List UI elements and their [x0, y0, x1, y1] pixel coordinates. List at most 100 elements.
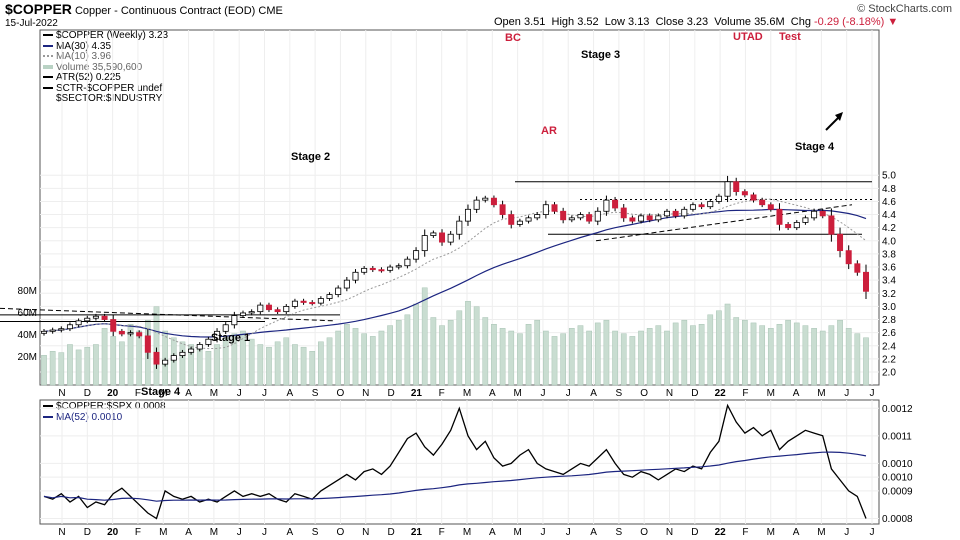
time-tick-label: D	[691, 527, 698, 538]
price-tick-label: 2.6	[882, 328, 896, 339]
candle-body	[265, 304, 272, 311]
candle-body	[568, 217, 575, 221]
price-tick-label: 3.0	[882, 302, 896, 313]
candle-body	[551, 204, 558, 212]
ratio-panel-frame	[39, 399, 880, 525]
time-tick-label: 22	[715, 527, 727, 538]
candle-body	[257, 304, 264, 313]
volume-tick-label: 60M	[18, 308, 37, 319]
volume-bar	[776, 324, 783, 386]
candle-body	[689, 204, 696, 210]
candle-body	[378, 269, 385, 272]
ratio-tick-label: 0.0009	[882, 486, 913, 497]
time-tick-label: A	[793, 388, 800, 399]
time-tick-label: J	[237, 388, 242, 399]
stage4-top-label: Stage 4	[795, 141, 835, 153]
time-tick-label: O	[640, 388, 648, 399]
candle-body	[222, 324, 229, 332]
candle-body	[343, 279, 350, 289]
test-label: Test	[779, 31, 801, 43]
candle-body	[413, 250, 420, 260]
candle-body	[560, 210, 567, 221]
candle-body	[750, 194, 757, 201]
candle-body	[205, 338, 212, 345]
candle-body	[92, 315, 99, 319]
volume-bar	[750, 322, 757, 386]
ratio-tick-label: 0.0010	[882, 473, 913, 484]
candle-body	[49, 329, 56, 332]
volume-bar	[214, 344, 220, 386]
volume-bar	[716, 310, 722, 386]
volume-bar	[690, 325, 696, 386]
candle-body	[707, 201, 714, 208]
candle-body	[811, 210, 818, 219]
candle-body	[84, 317, 91, 322]
price-tick-label: 2.0	[882, 368, 896, 379]
volume-bar	[863, 337, 869, 386]
time-tick-label: J	[870, 388, 875, 399]
candle-body	[620, 207, 627, 219]
candle-body	[456, 220, 463, 235]
volume-bar	[179, 341, 186, 386]
ratio-tick-label: 0.0012	[882, 404, 913, 415]
candle-body	[663, 210, 670, 217]
volume-bar	[352, 328, 359, 386]
volume-tick-label: 80M	[18, 286, 37, 297]
volume-bar	[465, 301, 471, 386]
candle-body	[741, 191, 748, 196]
high-label: High	[551, 16, 575, 28]
candle-body	[75, 320, 82, 326]
price-tick-label: 4.6	[882, 197, 896, 208]
stage1-label: Stage 1	[211, 332, 250, 344]
legend-item: ATR(52) 0.225	[43, 72, 168, 84]
volume-bar	[629, 336, 636, 386]
candle-body	[300, 300, 307, 303]
volume-bar	[499, 328, 506, 386]
volume-bar	[430, 317, 437, 386]
candle-body	[369, 267, 376, 271]
candle-body	[672, 210, 679, 217]
candle-body	[144, 335, 151, 353]
chart-title: $COPPER Copper - Continuous Contract (EO…	[5, 1, 283, 17]
open-value: 3.51	[523, 16, 546, 28]
volume-bar	[188, 344, 194, 386]
volume-bar	[49, 351, 56, 386]
candle-body	[698, 204, 705, 208]
candle-body	[421, 235, 428, 252]
volume-bar	[240, 330, 246, 386]
candle-body	[508, 214, 515, 225]
volume-bar	[508, 330, 515, 386]
candle-body	[248, 311, 255, 314]
main-legend: $COPPER (Weekly) 3.23 MA(30) 4.35 MA(10)…	[43, 30, 168, 105]
price-tick-label: 3.4	[882, 276, 896, 287]
volume-bar	[67, 344, 73, 386]
candle-body	[439, 232, 446, 243]
ratio-tick-label: 0.0010	[882, 459, 913, 470]
volume-bar	[543, 330, 549, 386]
legend-item: MA(52) 0.0010	[43, 412, 166, 424]
legend-item: $COPPER (Weekly) 3.23	[43, 30, 168, 42]
time-tick-label: A	[489, 388, 496, 399]
legend-item: MA(30) 4.35	[43, 41, 168, 53]
volume-bar	[75, 349, 82, 386]
price-tick-label: 4.8	[882, 184, 896, 195]
candle-body	[188, 348, 195, 353]
candle-body	[525, 217, 532, 222]
time-tick-label: J	[237, 527, 242, 538]
volume-bar	[724, 303, 731, 386]
volume-bar	[767, 328, 774, 386]
candle-body	[802, 217, 809, 223]
legend-label: $SECTOR:$INDUSTRY	[56, 93, 163, 104]
ohlc-summary: Open 3.51 High 3.52 Low 3.13 Close 3.23 …	[494, 16, 898, 28]
candle-body	[335, 287, 342, 295]
volume-bar	[300, 346, 307, 386]
exchange: CME	[258, 5, 283, 17]
time-tick-label: A	[185, 527, 192, 538]
candle-body	[586, 214, 593, 222]
ratio-line	[43, 403, 867, 520]
legend-item: SCTR-$COPPER undef	[43, 83, 168, 95]
volume-bar	[361, 333, 367, 386]
time-tick-label: N	[666, 527, 673, 538]
time-tick-label: N	[58, 527, 65, 538]
ratio-legend: $COPPER:$SPX 0.0008 MA(52) 0.0010	[43, 401, 166, 424]
